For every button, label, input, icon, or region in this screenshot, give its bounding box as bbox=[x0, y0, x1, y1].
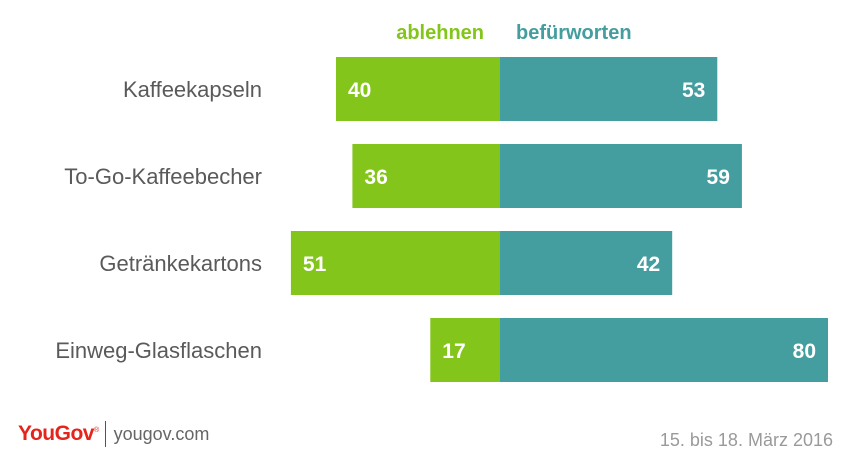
bar-ablehnen bbox=[336, 57, 500, 121]
divider bbox=[104, 421, 106, 447]
legend-befuerworten: befürworten bbox=[516, 22, 632, 44]
bar-ablehnen bbox=[290, 231, 500, 295]
value-label-befuerworten: 80 bbox=[793, 340, 816, 363]
bar-befuerworten bbox=[500, 318, 828, 382]
value-label-ablehnen: 17 bbox=[442, 340, 465, 363]
bar-befuerworten bbox=[500, 231, 673, 295]
bar-ablehnen bbox=[352, 144, 500, 208]
category-label: Getränkekartons bbox=[99, 251, 262, 276]
site-url: yougov.com bbox=[113, 423, 210, 444]
category-label: To-Go-Kaffeebecher bbox=[64, 164, 262, 189]
bar-ablehnen bbox=[430, 318, 500, 382]
yougov-logo: YouGov® bbox=[18, 422, 99, 445]
bar-befuerworten bbox=[500, 144, 742, 208]
category-label: Kaffeekapseln bbox=[123, 77, 262, 102]
category-label: Einweg-Glasflaschen bbox=[55, 338, 262, 363]
value-label-befuerworten: 59 bbox=[707, 166, 730, 189]
bar-befuerworten bbox=[500, 57, 718, 121]
value-label-ablehnen: 36 bbox=[364, 166, 387, 189]
survey-date: 15. bis 18. März 2016 bbox=[659, 430, 833, 450]
value-label-befuerworten: 53 bbox=[682, 79, 705, 102]
value-label-ablehnen: 51 bbox=[303, 253, 327, 276]
footer-branding: YouGov® yougov.com bbox=[18, 420, 209, 448]
value-label-ablehnen: 40 bbox=[348, 79, 371, 102]
value-label-befuerworten: 42 bbox=[637, 253, 660, 276]
legend-ablehnen: ablehnen bbox=[396, 22, 484, 44]
